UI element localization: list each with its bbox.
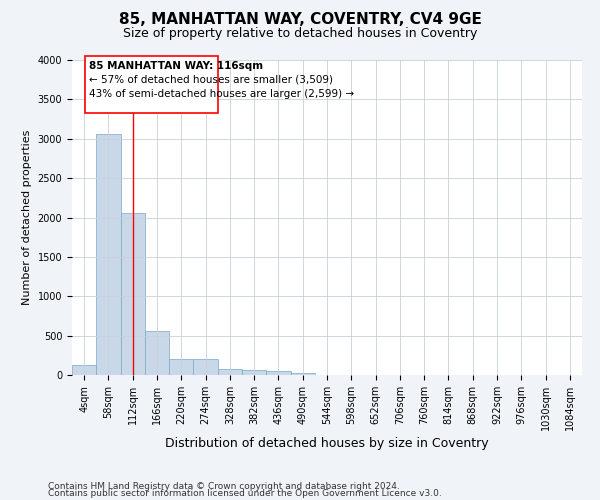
Text: Size of property relative to detached houses in Coventry: Size of property relative to detached ho… [123,28,477,40]
Bar [218,369,242,375]
Text: ← 57% of detached houses are smaller (3,509): ← 57% of detached houses are smaller (3,… [89,75,333,85]
FancyBboxPatch shape [85,56,218,113]
Bar [266,370,290,375]
Text: 85 MANHATTAN WAY: 116sqm: 85 MANHATTAN WAY: 116sqm [89,61,263,71]
Bar [169,359,193,375]
Text: Contains HM Land Registry data © Crown copyright and database right 2024.: Contains HM Land Registry data © Crown c… [48,482,400,491]
Bar [96,134,121,375]
Text: 43% of semi-detached houses are larger (2,599) →: 43% of semi-detached houses are larger (… [89,89,354,99]
Bar [242,370,266,375]
X-axis label: Distribution of detached houses by size in Coventry: Distribution of detached houses by size … [165,437,489,450]
Bar [72,365,96,375]
Y-axis label: Number of detached properties: Number of detached properties [22,130,32,305]
Bar [290,372,315,375]
Text: Contains public sector information licensed under the Open Government Licence v3: Contains public sector information licen… [48,490,442,498]
Bar [121,213,145,375]
Bar [193,359,218,375]
Text: 85, MANHATTAN WAY, COVENTRY, CV4 9GE: 85, MANHATTAN WAY, COVENTRY, CV4 9GE [119,12,481,28]
Bar [145,331,169,375]
